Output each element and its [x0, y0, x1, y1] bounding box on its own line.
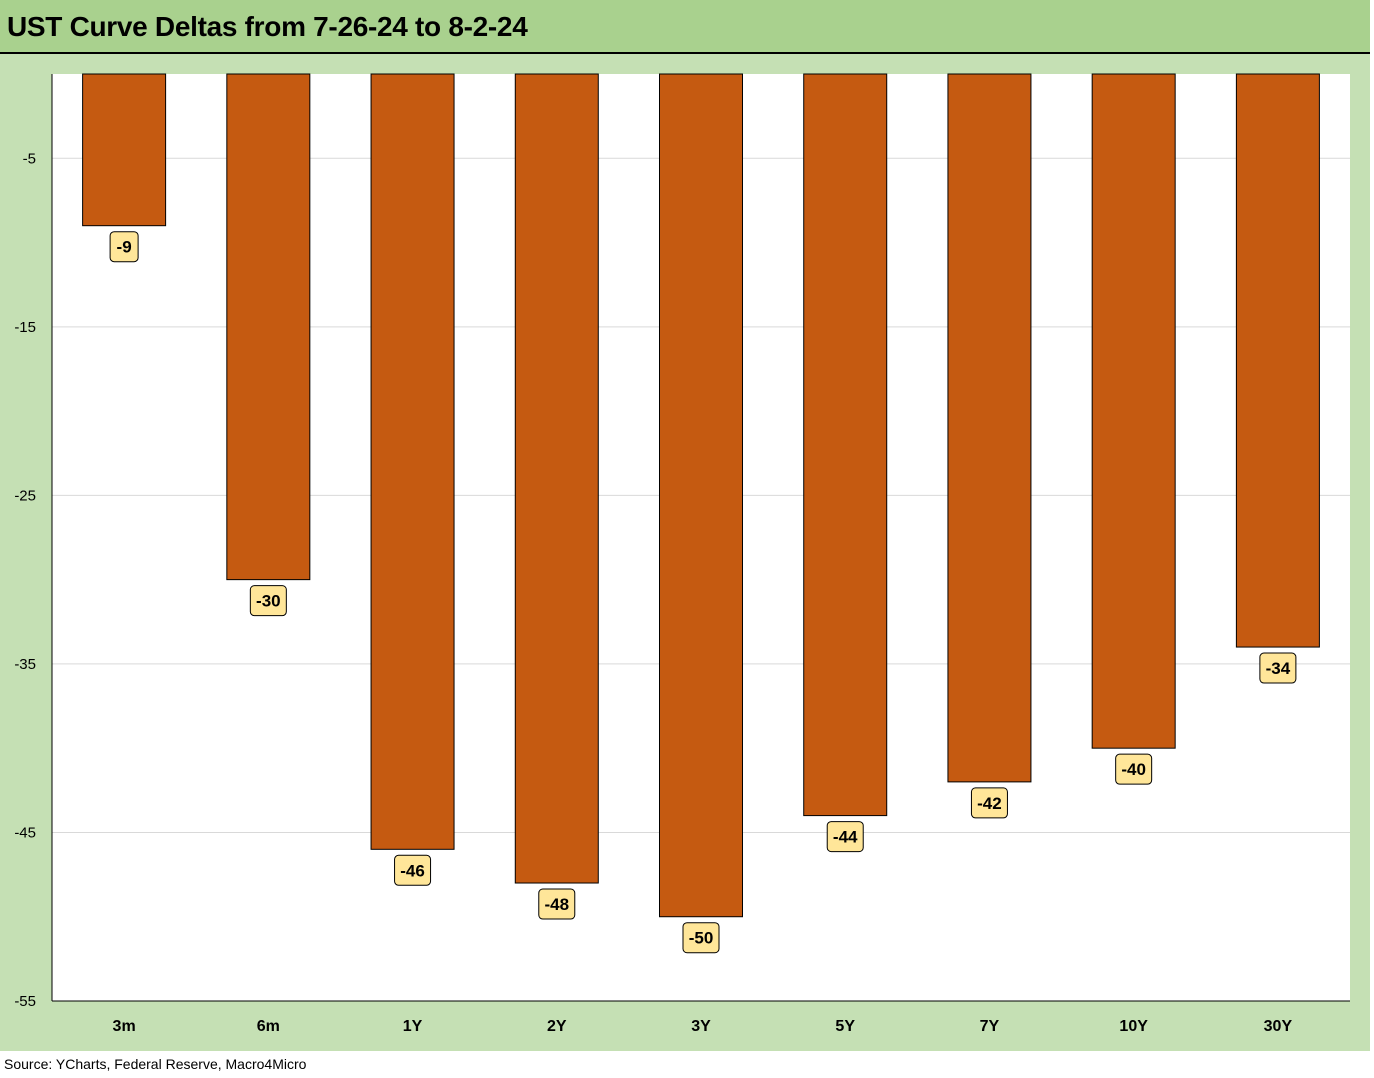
- data-label: -44: [833, 828, 858, 847]
- chart-title: UST Curve Deltas from 7-26-24 to 8-2-24: [7, 11, 528, 42]
- x-tick-label: 2Y: [547, 1018, 567, 1035]
- bar: [659, 73, 743, 918]
- x-tick-label: 3m: [113, 1018, 136, 1035]
- data-label-box: [109, 231, 139, 263]
- y-tick-label: -5: [23, 150, 36, 167]
- data-label: -50: [689, 929, 714, 948]
- x-tick-label: 7Y: [980, 1018, 1000, 1035]
- data-label: -34: [1266, 659, 1291, 678]
- y-tick-label: -55: [14, 993, 36, 1010]
- x-tick-label: 30Y: [1264, 1018, 1293, 1035]
- data-label-box: [394, 854, 432, 886]
- bar: [370, 73, 455, 850]
- bar: [947, 73, 1032, 783]
- data-label-box: [826, 821, 864, 853]
- data-label: -42: [977, 794, 1002, 813]
- data-label: -30: [256, 592, 281, 611]
- bar: [514, 73, 599, 884]
- bar: [82, 73, 167, 227]
- data-label-box: [1259, 652, 1297, 684]
- y-tick-label: -45: [14, 824, 36, 841]
- y-tick-label: -25: [14, 487, 36, 504]
- x-tick-label: 5Y: [835, 1018, 855, 1035]
- bar: [1091, 73, 1176, 749]
- y-tick-label: -15: [14, 319, 36, 336]
- header-bar: UST Curve Deltas from 7-26-24 to 8-2-24: [0, 0, 1370, 54]
- bar: [1235, 73, 1320, 648]
- bar: [226, 73, 311, 581]
- x-tick-label: 10Y: [1119, 1018, 1148, 1035]
- data-label: -46: [400, 861, 425, 880]
- data-label: -9: [117, 238, 132, 257]
- chart-area: -5 -15 -25 -35 -45 -55 -9 3m -30 6m -46 1Y -48 2Y -50 3…: [0, 54, 1370, 1051]
- data-label-box: [538, 888, 576, 920]
- y-tick-label: -35: [14, 656, 36, 673]
- x-tick-label: 1Y: [403, 1018, 423, 1035]
- data-label: -48: [544, 895, 569, 914]
- source-note: Source: YCharts, Federal Reserve, Macro4…: [4, 1056, 307, 1072]
- bar: [803, 73, 888, 817]
- data-label-box: [682, 922, 720, 954]
- bar-chart: -5 -15 -25 -35 -45 -55 -9 3m -30 6m -46 1Y -48 2Y -50 3…: [14, 73, 1350, 1035]
- data-label: -40: [1121, 760, 1146, 779]
- data-label-box: [970, 787, 1008, 819]
- data-label-box: [1115, 753, 1153, 785]
- x-tick-label: 3Y: [691, 1018, 711, 1035]
- data-label-box: [249, 585, 287, 617]
- x-tick-label: 6m: [257, 1018, 280, 1035]
